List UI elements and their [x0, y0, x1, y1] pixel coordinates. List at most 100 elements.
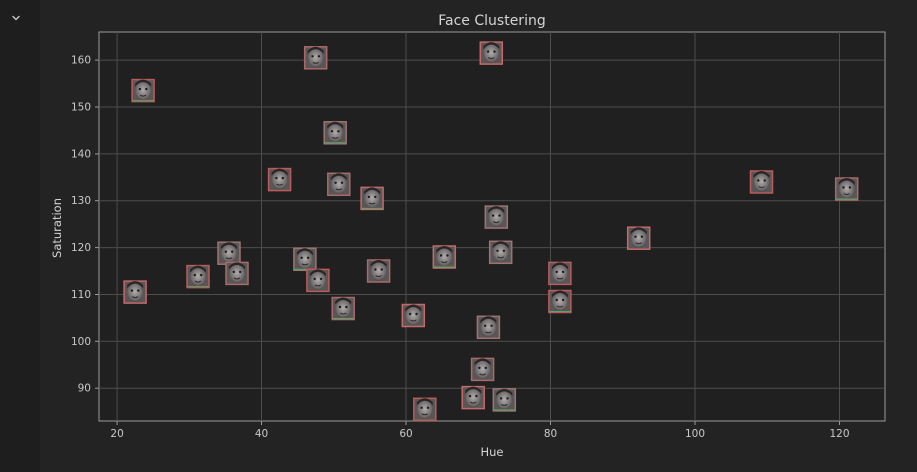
face-point: [834, 177, 859, 201]
face-point: [484, 205, 509, 229]
x-tick-label: 80: [544, 428, 557, 440]
chart-figure: 20 40 60 80 100 120 90 100 110 120 130 140 150 160 Fa…: [40, 0, 917, 472]
ticks: 20 40 60 80 100 120 90 100 110 120 130 140 150 160: [71, 55, 850, 440]
face-thumbnail: [309, 271, 326, 291]
face-hair: [838, 178, 855, 185]
face-mouth: [314, 284, 322, 287]
face-hair: [474, 358, 491, 366]
face-hair: [190, 265, 206, 273]
face-eye: [319, 277, 323, 281]
face-hair: [127, 281, 144, 289]
chevron-down-icon-glyph: [12, 15, 20, 21]
face-eye: [420, 406, 423, 409]
face-mouth: [335, 188, 343, 191]
face-thumbnail: [838, 180, 855, 199]
face-mouth: [469, 401, 477, 404]
face-mouth: [225, 257, 233, 260]
face-mouth: [368, 202, 376, 205]
face-point: [306, 268, 330, 293]
face-eye: [555, 270, 558, 274]
face-eye: [231, 250, 234, 253]
y-tick-label: 100: [71, 336, 91, 348]
face-eye: [408, 312, 412, 316]
face-eye: [634, 235, 637, 238]
face-eye: [475, 394, 478, 398]
face-point: [186, 264, 210, 289]
face-eye: [345, 305, 348, 309]
face-hair: [551, 290, 568, 298]
face-point: [479, 41, 504, 65]
face-mouth: [339, 312, 347, 315]
face-mouth: [497, 256, 504, 259]
face-point: [327, 172, 351, 197]
face-eye: [490, 324, 493, 327]
face-thumbnail: [364, 189, 381, 209]
face-eye: [555, 298, 558, 302]
face-hair: [436, 246, 453, 253]
face-point: [626, 226, 651, 250]
face-point: [360, 186, 384, 211]
face-thumbnail: [551, 292, 568, 312]
face-hair: [309, 269, 326, 277]
face-thumbnail: [221, 244, 237, 264]
face-hair: [229, 262, 245, 270]
face-thumbnail: [271, 170, 288, 190]
face-eye: [281, 176, 284, 180]
face-thumbnail: [127, 283, 144, 303]
face-mouth: [233, 277, 241, 280]
face-hair: [465, 386, 482, 394]
face-hair: [496, 388, 513, 396]
face-mouth: [131, 296, 139, 299]
face-point: [217, 241, 241, 265]
face-eye: [224, 250, 227, 253]
face-eye: [478, 366, 481, 370]
x-axis-label: Hue: [480, 445, 503, 459]
face-eye: [193, 273, 196, 277]
face-mouth: [556, 277, 564, 280]
chevron-down-icon[interactable]: [7, 9, 25, 27]
face-eye: [374, 268, 377, 271]
face-point: [123, 280, 147, 304]
face-thumbnail: [465, 388, 482, 408]
face-hair: [630, 227, 647, 235]
face-eye: [499, 397, 503, 400]
face-eye: [300, 256, 303, 259]
face-hair: [480, 316, 497, 324]
face-eye: [484, 324, 487, 327]
face-mouth: [331, 136, 339, 139]
face-eye: [842, 186, 845, 189]
face-mouth: [635, 242, 642, 245]
cell-gutter: [0, 0, 40, 472]
face-mouth: [421, 413, 429, 416]
face-mouth: [194, 280, 202, 283]
face-hair: [492, 241, 509, 249]
face-eye: [313, 277, 316, 281]
y-tick-label: 150: [71, 102, 91, 114]
points: [123, 41, 859, 422]
face-thumbnail: [551, 264, 568, 284]
face-thumbnail: [370, 262, 387, 281]
face-eye: [468, 394, 472, 398]
chart-title: Face Clustering: [438, 13, 545, 29]
face-point: [492, 388, 517, 412]
face-point: [131, 78, 155, 103]
face-mouth: [312, 61, 319, 64]
face-thumbnail: [335, 299, 352, 319]
face-thumbnail: [405, 306, 422, 326]
face-eye: [415, 312, 418, 316]
face-eye: [317, 55, 321, 58]
face-hair: [330, 173, 347, 181]
face-eye: [763, 179, 766, 182]
face-eye: [426, 406, 430, 409]
face-point: [749, 170, 774, 194]
y-tick-label: 110: [71, 289, 91, 301]
face-hair: [271, 168, 288, 176]
face-eye: [561, 270, 565, 274]
face-point: [323, 121, 347, 145]
face-eye: [275, 176, 278, 180]
face-eye: [561, 298, 565, 302]
y-tick-label: 140: [71, 148, 91, 160]
face-point: [432, 245, 457, 269]
face-thumbnail: [480, 318, 497, 338]
face-hair: [135, 79, 152, 87]
